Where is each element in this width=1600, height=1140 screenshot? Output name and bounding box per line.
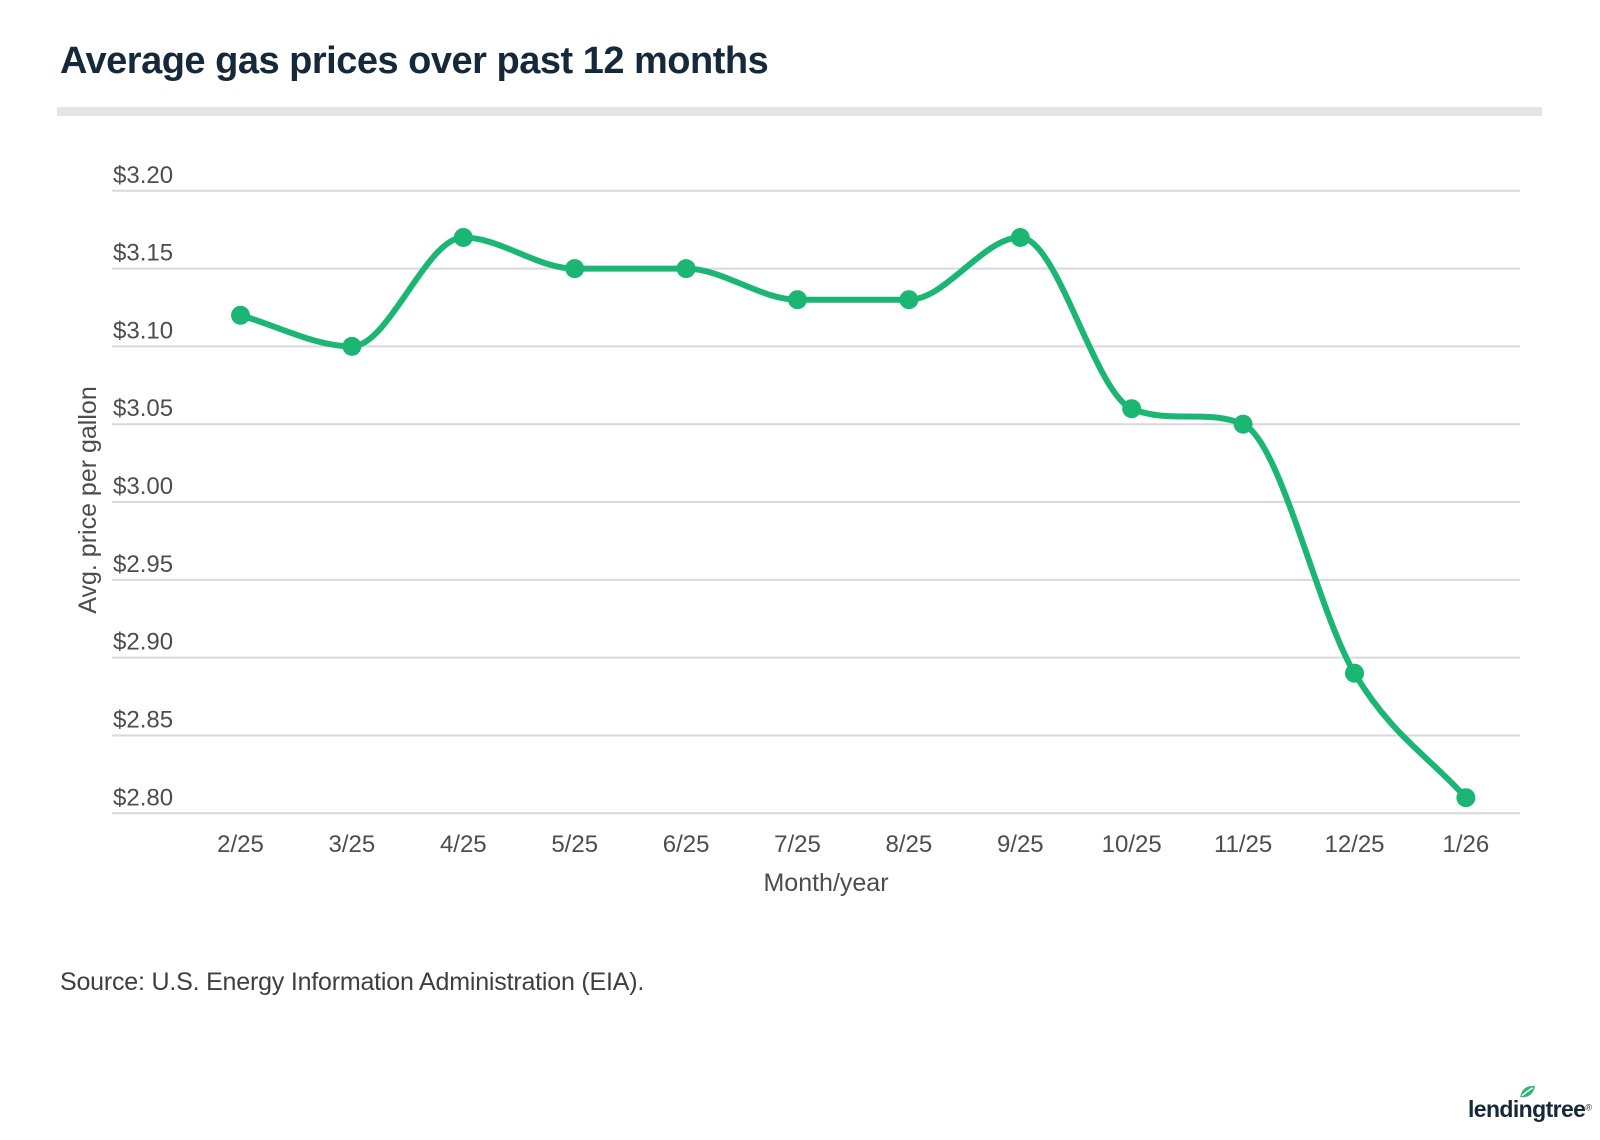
x-tick-label: 12/25 bbox=[1324, 831, 1384, 858]
line-chart: $2.80 $2.85 $2.90 $2.95 $3.00 $3.05 $3.10 $3.15… bbox=[74, 162, 1520, 897]
title-divider bbox=[57, 107, 1542, 116]
data-point[interactable] bbox=[1122, 399, 1142, 419]
data-point[interactable] bbox=[453, 228, 473, 247]
x-tick-label: 3/25 bbox=[329, 831, 376, 858]
data-point[interactable] bbox=[899, 290, 919, 310]
y-tick-label: $3.10 bbox=[113, 317, 173, 344]
x-tick-label: 5/25 bbox=[551, 831, 598, 858]
y-tick-label: $3.00 bbox=[113, 473, 173, 500]
data-point[interactable] bbox=[342, 336, 362, 356]
data-point[interactable] bbox=[1345, 663, 1364, 683]
data-point[interactable] bbox=[788, 290, 807, 310]
y-tick-label: $3.15 bbox=[113, 240, 173, 267]
y-tick-label: $2.90 bbox=[113, 629, 173, 656]
x-tick-label: 7/25 bbox=[774, 831, 821, 858]
y-axis-title: Avg. price per gallon bbox=[74, 386, 102, 613]
x-tick-label: 6/25 bbox=[663, 831, 710, 858]
registered-mark: ® bbox=[1585, 1102, 1593, 1113]
leaf-icon bbox=[1518, 1083, 1536, 1101]
y-tick-label: $2.80 bbox=[113, 784, 173, 811]
x-tick-label: 10/25 bbox=[1102, 831, 1162, 858]
x-tick-label: 8/25 bbox=[886, 831, 933, 858]
chart-svg: $2.80 $2.85 $2.90 $2.95 $3.00 $3.05 $3.10 $3.15… bbox=[74, 162, 1520, 897]
x-tick-label: 2/25 bbox=[217, 831, 264, 858]
data-line bbox=[237, 234, 1469, 801]
source-note: Source: U.S. Energy Information Administ… bbox=[60, 968, 645, 996]
x-tick-label: 9/25 bbox=[997, 831, 1044, 858]
lendingtree-logo[interactable]: lendingtree® bbox=[1468, 1085, 1592, 1130]
data-point[interactable] bbox=[231, 305, 250, 325]
data-point[interactable] bbox=[676, 259, 696, 279]
y-tick-label: $3.20 bbox=[113, 162, 173, 189]
data-point[interactable] bbox=[565, 259, 585, 279]
y-tick-label: $2.95 bbox=[113, 551, 173, 578]
logo-text: lendingtree bbox=[1468, 1096, 1586, 1122]
data-point[interactable] bbox=[1233, 414, 1253, 434]
y-tick-label: $2.85 bbox=[113, 706, 173, 733]
x-tick-label: 1/26 bbox=[1443, 831, 1490, 858]
data-point[interactable] bbox=[1456, 788, 1476, 808]
y-tick-label: $3.05 bbox=[113, 395, 173, 422]
data-point[interactable] bbox=[1010, 228, 1030, 247]
x-tick-label: 4/25 bbox=[440, 831, 487, 858]
chart-title: Average gas prices over past 12 months bbox=[60, 40, 769, 82]
x-axis-title: Month/year bbox=[763, 869, 888, 897]
x-tick-label: 11/25 bbox=[1214, 831, 1272, 858]
